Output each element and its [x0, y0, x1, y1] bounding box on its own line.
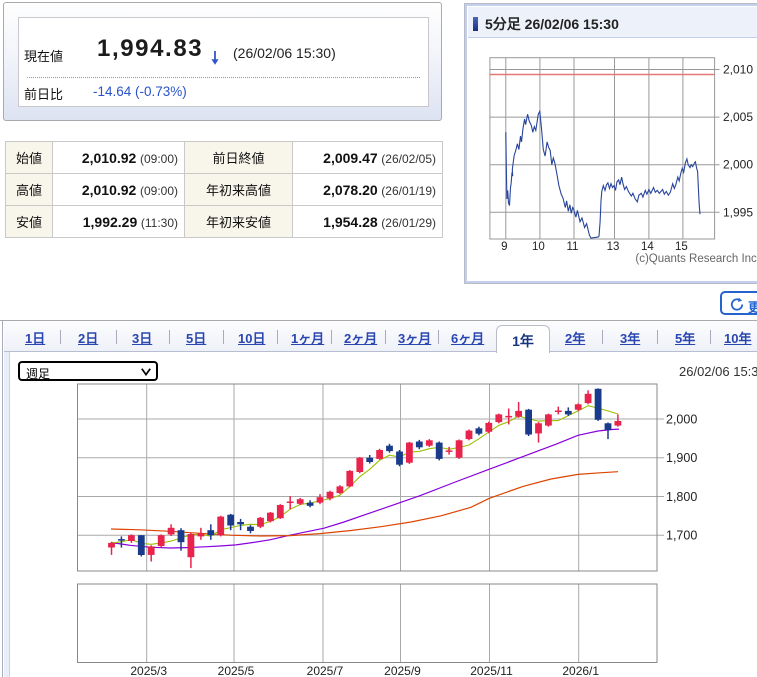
- svg-text:9: 9: [501, 241, 507, 253]
- svg-text:2025/3: 2025/3: [130, 664, 167, 677]
- svg-text:2025/7: 2025/7: [307, 664, 344, 677]
- svg-text:(c)Quants Research Inc.: (c)Quants Research Inc.: [635, 253, 757, 265]
- svg-text:2025/9: 2025/9: [384, 664, 421, 677]
- svg-text:2,000: 2,000: [666, 412, 697, 426]
- svg-text:1,995: 1,995: [723, 205, 753, 219]
- svg-text:10: 10: [532, 241, 545, 253]
- svg-text:15: 15: [675, 241, 688, 253]
- svg-text:1,900: 1,900: [666, 451, 697, 465]
- svg-text:11: 11: [567, 241, 579, 253]
- svg-text:2,010: 2,010: [723, 63, 753, 77]
- svg-text:2,000: 2,000: [723, 158, 753, 172]
- svg-text:2025/5: 2025/5: [218, 664, 255, 677]
- svg-text:1,800: 1,800: [666, 490, 697, 504]
- svg-text:2026/1: 2026/1: [562, 664, 599, 677]
- svg-text:1,700: 1,700: [666, 529, 697, 543]
- svg-text:13: 13: [607, 241, 620, 253]
- svg-text:2,005: 2,005: [723, 110, 753, 124]
- svg-text:14: 14: [641, 241, 654, 253]
- svg-text:2025/11: 2025/11: [470, 664, 513, 677]
